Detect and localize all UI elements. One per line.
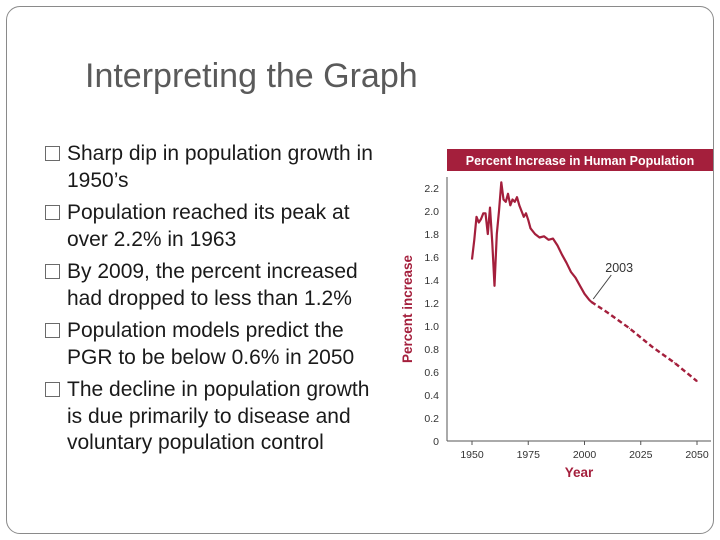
x-tick-label: 2050 [685, 449, 709, 461]
data-point [529, 227, 532, 229]
bullet-text: The decline in population growth is due … [67, 378, 370, 454]
data-point [478, 221, 480, 224]
data-point [487, 233, 489, 235]
data-point [489, 206, 491, 209]
checkbox-bullet-icon [45, 323, 60, 338]
data-point [673, 362, 676, 364]
data-point [502, 198, 505, 201]
data-point [523, 216, 525, 218]
observed-series-line [470, 181, 593, 303]
checkbox-bullet-icon [45, 205, 60, 220]
data-point [507, 193, 509, 195]
y-tick-label: 0.4 [424, 390, 439, 402]
x-axis-label: Year [565, 465, 594, 480]
bullet-text: Population models predict the PGR to be … [67, 319, 355, 369]
data-point [475, 216, 478, 218]
data-point [496, 233, 498, 235]
data-point [574, 277, 577, 279]
y-tick-label: 2.2 [424, 183, 439, 195]
y-tick-label: 1.4 [424, 275, 439, 287]
checkbox-bullet-icon [45, 146, 60, 161]
data-point [556, 244, 559, 247]
projected-series-line [590, 300, 698, 383]
data-point [651, 346, 653, 348]
data-point [565, 262, 568, 264]
bullet-text: Sharp dip in population growth in 1950’s [67, 142, 373, 192]
data-point [482, 212, 484, 214]
data-point [696, 380, 698, 382]
y-tick-label: 0 [433, 436, 439, 448]
y-tick-label: 1.0 [424, 321, 439, 333]
x-tick-label: 2025 [629, 449, 653, 461]
y-axis-label: Percent increase [400, 254, 415, 363]
y-tick-label: 1.8 [424, 229, 439, 241]
bullet-item: Population reached its peak at over 2.2%… [45, 200, 385, 253]
data-point [561, 254, 563, 256]
data-point [493, 285, 496, 287]
data-point [498, 210, 500, 212]
data-point [516, 196, 518, 198]
bullet-item: Sharp dip in population growth in 1950’s [45, 141, 385, 194]
data-point [543, 235, 545, 237]
data-point [518, 204, 520, 206]
slide-title: Interpreting the Graph [85, 57, 418, 95]
data-point [505, 201, 507, 203]
y-tick-label: 0.8 [424, 344, 439, 356]
data-point [525, 212, 527, 214]
data-point [547, 239, 550, 241]
annotation-label: 2003 [605, 261, 633, 275]
chart-title: Percent Increase in Human Population [466, 154, 695, 168]
y-tick-label: 0.6 [424, 367, 439, 379]
data-point [628, 327, 631, 329]
bullet-text: Population reached its peak at over 2.2%… [67, 201, 350, 251]
data-point [588, 298, 590, 301]
data-point [538, 236, 541, 239]
slide-frame: Interpreting the Graph Sharp dip in popu… [6, 6, 714, 534]
data-point [520, 210, 523, 212]
data-point [509, 204, 511, 206]
data-point [527, 219, 529, 221]
data-point [570, 271, 572, 273]
data-point [579, 285, 581, 287]
data-point [473, 239, 475, 241]
data-point [552, 238, 554, 240]
x-tick-label: 1975 [517, 449, 541, 461]
bullet-item: The decline in population growth is due … [45, 377, 385, 457]
data-point [491, 242, 493, 244]
data-point [500, 181, 502, 183]
data-point [514, 201, 516, 203]
chart-title-banner [447, 149, 713, 171]
y-tick-label: 1.6 [424, 252, 439, 264]
data-point [534, 233, 536, 235]
checkbox-bullet-icon [45, 382, 60, 397]
bullet-list: Sharp dip in population growth in 1950’s… [45, 141, 385, 463]
data-point [590, 301, 592, 303]
data-point [484, 212, 487, 214]
bullet-text: By 2009, the percent increased had dropp… [67, 260, 358, 310]
y-tick-label: 1.2 [424, 298, 439, 310]
data-point [583, 293, 586, 295]
data-point [606, 311, 608, 313]
x-tick-label: 1950 [460, 449, 484, 461]
checkbox-bullet-icon [45, 264, 60, 279]
data-point [511, 198, 514, 201]
population-growth-chart: Percent Increase in Human Population 0 0.2… [400, 149, 713, 480]
data-point [471, 258, 473, 260]
annotation-leader-line [592, 274, 612, 300]
bullet-item: Population models predict the PGR to be … [45, 318, 385, 371]
bullet-item: By 2009, the percent increased had dropp… [45, 259, 385, 312]
x-tick-label: 2000 [573, 449, 597, 461]
y-tick-label: 2.0 [424, 206, 439, 218]
data-point [480, 218, 482, 220]
y-tick-label: 0.2 [424, 413, 439, 425]
